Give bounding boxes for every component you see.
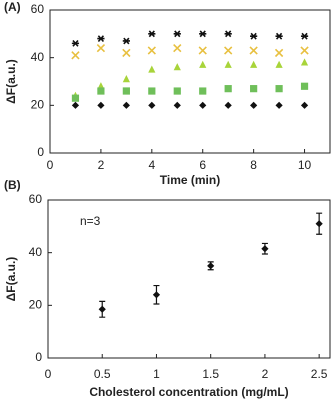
marker	[275, 85, 283, 93]
marker	[173, 43, 182, 53]
y-tick-label: 60	[29, 192, 43, 206]
y-tick-label: 0	[37, 145, 44, 159]
panel-label: (A)	[4, 0, 21, 14]
marker	[199, 87, 207, 95]
y-tick-label: 40	[31, 50, 45, 64]
marker	[148, 30, 156, 38]
x-tick-label: 6	[199, 158, 206, 172]
x-tick-label: 4	[148, 158, 155, 172]
marker	[250, 60, 258, 68]
marker	[148, 87, 156, 95]
marker	[122, 48, 131, 58]
marker	[300, 82, 309, 90]
marker	[300, 32, 309, 40]
x-tick-label: 2	[262, 367, 269, 381]
marker	[261, 245, 269, 253]
y-tick-label: 20	[31, 98, 45, 112]
y-axis-label: ΔF(a.u.)	[4, 59, 18, 104]
marker	[122, 75, 130, 83]
x-tick-label: 1.5	[202, 367, 219, 381]
marker	[173, 63, 181, 71]
marker	[199, 60, 207, 68]
annotation: n=3	[80, 214, 101, 228]
marker	[97, 101, 105, 109]
x-tick-label: 2.5	[311, 367, 328, 381]
marker	[96, 43, 106, 53]
marker	[274, 48, 284, 58]
marker	[207, 262, 215, 270]
marker	[148, 101, 156, 109]
marker	[250, 101, 258, 109]
marker	[275, 32, 283, 40]
marker	[173, 30, 181, 38]
marker	[122, 87, 130, 95]
marker	[224, 60, 232, 68]
marker	[224, 101, 232, 109]
marker	[71, 51, 80, 60]
marker	[71, 94, 80, 102]
marker	[224, 46, 233, 55]
marker	[97, 35, 105, 43]
marker	[199, 30, 207, 38]
marker	[147, 46, 156, 55]
marker	[97, 87, 105, 95]
marker	[71, 101, 80, 109]
y-tick-label: 0	[35, 350, 42, 364]
x-axis-label: Cholesterol concentration (mg/mL)	[89, 385, 288, 399]
marker	[275, 101, 283, 109]
marker	[152, 291, 161, 299]
x-tick-label: 8	[250, 158, 257, 172]
panel-label: (B)	[4, 178, 21, 192]
marker	[315, 220, 323, 228]
marker	[250, 32, 258, 40]
y-tick-label: 60	[31, 2, 45, 16]
x-axis-label: Time (min)	[160, 173, 220, 187]
marker	[198, 46, 207, 55]
x-tick-label: 10	[298, 158, 312, 172]
marker	[275, 60, 283, 68]
marker	[224, 30, 232, 38]
marker	[249, 46, 258, 55]
marker	[148, 65, 156, 73]
marker	[300, 58, 309, 66]
y-tick-label: 20	[29, 298, 43, 312]
marker	[98, 305, 106, 313]
x-tick-label: 0.5	[94, 367, 111, 381]
marker	[122, 101, 130, 109]
plot-frame	[47, 199, 331, 359]
marker	[71, 39, 80, 47]
marker	[173, 87, 181, 95]
marker	[173, 101, 181, 109]
marker	[250, 85, 258, 93]
y-tick-label: 40	[29, 245, 43, 259]
y-axis-label: ΔF(a.u.)	[4, 257, 18, 302]
x-tick-label: 0	[45, 367, 52, 381]
marker	[122, 37, 130, 45]
x-tick-label: 2	[98, 158, 105, 172]
x-tick-label: 0	[47, 158, 54, 172]
marker	[224, 85, 232, 93]
plot-frame	[49, 9, 331, 154]
marker	[199, 101, 207, 109]
x-tick-label: 1	[153, 367, 160, 381]
marker	[300, 46, 309, 55]
marker	[300, 101, 309, 109]
